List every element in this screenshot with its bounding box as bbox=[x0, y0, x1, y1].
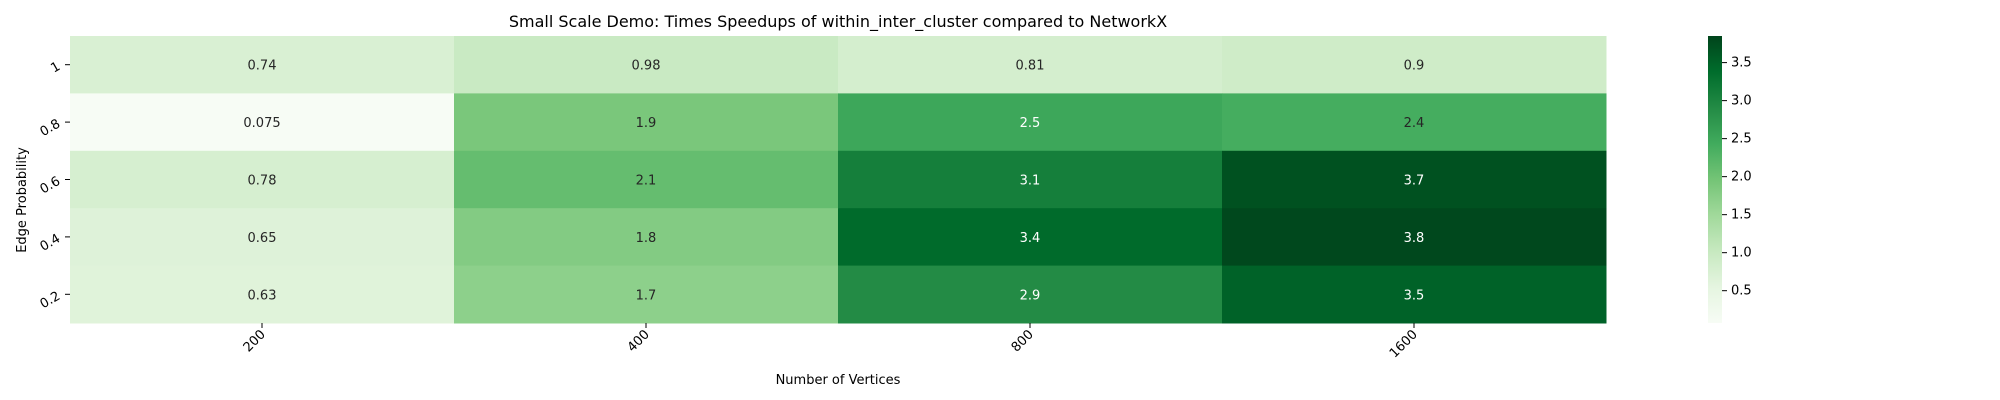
x-axis-ticks: 200 400 800 1600 bbox=[241, 323, 1421, 361]
colorbar: 0.5 1.0 1.5 2.0 2.5 3.0 3.5 bbox=[1708, 36, 1752, 323]
colorbar-ticks: 0.5 1.0 1.5 2.0 2.5 3.0 3.5 bbox=[1722, 56, 1752, 299]
colorbar-tick-label: 3.0 bbox=[1731, 94, 1752, 109]
cell-value-label: 2.9 bbox=[1020, 288, 1041, 303]
heatmap-cell bbox=[454, 208, 839, 267]
y-tick-label: 0.2 bbox=[38, 289, 63, 312]
colorbar-tick-label: 1.0 bbox=[1731, 246, 1752, 261]
heatmap-cell bbox=[1222, 208, 1607, 267]
cell-value-label: 0.74 bbox=[248, 59, 277, 74]
cell-value-label: 2.4 bbox=[1404, 116, 1425, 131]
y-axis-label: Edge Probability bbox=[15, 147, 30, 253]
y-axis-ticks: 1 0.8 0.6 0.4 0.2 bbox=[38, 59, 70, 312]
chart-title: Small Scale Demo: Times Speedups of with… bbox=[509, 12, 1167, 32]
cell-value-label: 0.98 bbox=[632, 59, 661, 74]
x-tick-label: 200 bbox=[241, 327, 269, 355]
heatmap-cell bbox=[838, 36, 1223, 94]
cell-value-label: 0.075 bbox=[243, 116, 280, 131]
heatmap-cell bbox=[454, 93, 839, 152]
cell-value-label: 3.1 bbox=[1020, 174, 1041, 189]
colorbar-tick-label: 1.5 bbox=[1731, 208, 1752, 223]
y-tick-label: 0.4 bbox=[38, 231, 63, 254]
cell-value-label: 3.4 bbox=[1020, 231, 1041, 246]
heatmap-cell bbox=[70, 150, 455, 209]
cell-value-label: 1.8 bbox=[636, 231, 657, 246]
heatmap-cell bbox=[454, 150, 839, 209]
y-tick-label: 0.6 bbox=[38, 174, 63, 197]
cell-value-label: 0.65 bbox=[248, 231, 277, 246]
heatmap-cells bbox=[70, 36, 1607, 324]
x-tick-label: 1600 bbox=[1387, 327, 1421, 361]
x-tick-label: 800 bbox=[1009, 327, 1037, 355]
cell-value-label: 0.63 bbox=[248, 288, 277, 303]
colorbar-tick-label: 0.5 bbox=[1731, 284, 1752, 299]
y-tick-label: 0.8 bbox=[38, 117, 63, 140]
colorbar-tick-label: 2.0 bbox=[1731, 170, 1752, 185]
colorbar-gradient bbox=[1708, 36, 1722, 323]
colorbar-tick-label: 2.5 bbox=[1731, 132, 1752, 147]
cell-value-label: 1.7 bbox=[636, 288, 657, 303]
cell-value-label: 2.1 bbox=[636, 174, 657, 189]
cell-value-label: 3.5 bbox=[1404, 288, 1425, 303]
heatmap-cell bbox=[1222, 150, 1607, 209]
heatmap-cell bbox=[70, 208, 455, 267]
heatmap-cell bbox=[838, 150, 1223, 209]
cell-value-label: 2.5 bbox=[1020, 116, 1041, 131]
heatmap-cell bbox=[70, 93, 455, 152]
cell-value-label: 1.9 bbox=[636, 116, 657, 131]
heatmap-cell bbox=[838, 265, 1223, 324]
cell-value-label: 0.9 bbox=[1404, 59, 1425, 74]
x-tick-label: 400 bbox=[625, 327, 653, 355]
heatmap-cell bbox=[70, 265, 455, 324]
heatmap-cell bbox=[1222, 36, 1607, 94]
cell-value-label: 0.78 bbox=[248, 174, 277, 189]
heatmap-cell bbox=[838, 208, 1223, 267]
y-tick-label: 1 bbox=[48, 59, 63, 76]
heatmap-cell bbox=[838, 93, 1223, 152]
heatmap-cell bbox=[454, 36, 839, 94]
heatmap-cell bbox=[70, 36, 455, 94]
colorbar-tick-label: 3.5 bbox=[1731, 56, 1752, 71]
cell-value-label: 0.81 bbox=[1016, 59, 1045, 74]
heatmap-cell bbox=[454, 265, 839, 324]
cell-value-label: 3.7 bbox=[1404, 174, 1425, 189]
cell-value-label: 3.8 bbox=[1404, 231, 1425, 246]
heatmap-cell-labels: 0.74 0.98 0.81 0.9 0.075 1.9 2.5 2.4 0.78 2.1 3.1 3… bbox=[243, 59, 1424, 304]
heatmap-cell bbox=[1222, 93, 1607, 152]
heatmap-cell bbox=[1222, 265, 1607, 324]
x-axis-label: Number of Vertices bbox=[776, 373, 901, 388]
